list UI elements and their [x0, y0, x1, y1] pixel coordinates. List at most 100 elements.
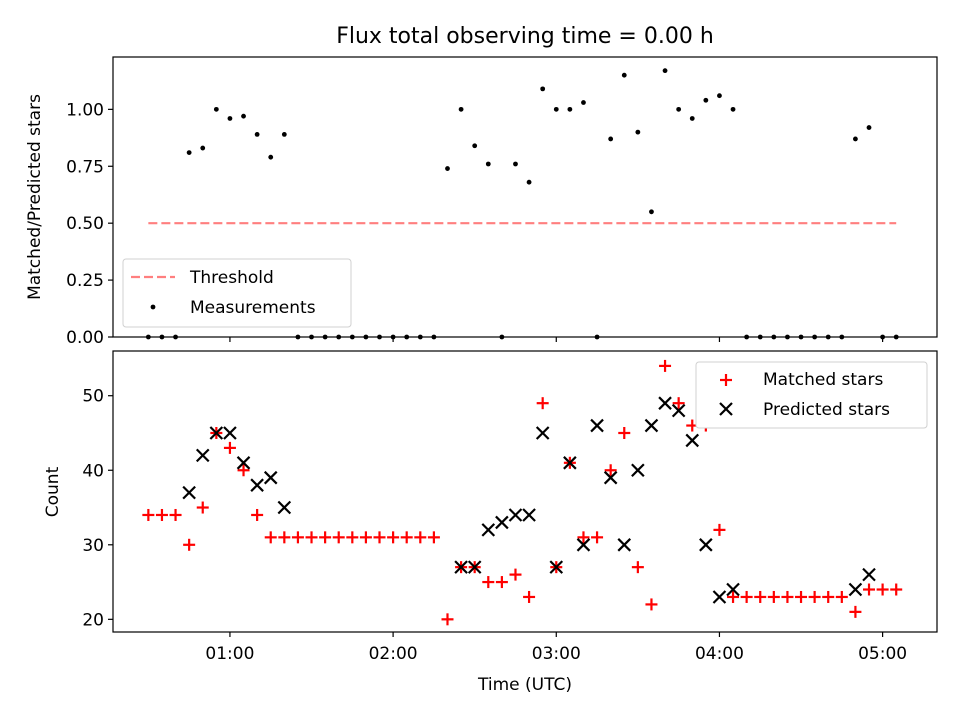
- predicted-star-point: [481, 523, 496, 537]
- predicted-star-point: [658, 396, 672, 410]
- measurement-point: [445, 166, 450, 171]
- bottom-x-tick-label: 04:00: [695, 644, 744, 664]
- measurement-point: [635, 129, 641, 135]
- predicted-star-point: [223, 426, 237, 440]
- matched-star-point: [890, 583, 903, 596]
- measurement-point: [703, 97, 709, 103]
- measurement-point: [581, 100, 586, 105]
- top-chart-title: Flux total observing time = 0.00 h: [336, 24, 714, 49]
- matched-star-point: [713, 523, 726, 536]
- matched-star-point: [849, 605, 862, 618]
- matched-star-point: [863, 583, 876, 596]
- measurement-point: [730, 106, 736, 112]
- bottom-x-tick-label: 03:00: [532, 644, 581, 664]
- bottom-legend: Matched stars Predicted stars: [695, 361, 928, 429]
- matched-star-point: [223, 441, 236, 454]
- matched-star-point: [536, 397, 549, 410]
- top-y-tick-label: 1.00: [66, 100, 104, 120]
- measurement-point: [485, 161, 491, 167]
- predicted-star-point: [277, 500, 292, 515]
- matched-star-point: [264, 531, 277, 544]
- top-panel: Flux total observing time = 0.00 h Match…: [25, 24, 938, 348]
- predicted-star-point: [522, 508, 536, 522]
- measurement-point: [513, 161, 518, 167]
- bottom-x-tick-label: 05:00: [858, 644, 907, 664]
- measurement-point: [567, 106, 573, 112]
- measurement-point: [186, 150, 192, 156]
- measurement-point: [254, 131, 260, 137]
- predicted-star-point: [250, 478, 264, 492]
- predicted-legend-marker: [719, 402, 733, 416]
- matched-star-point: [495, 576, 508, 589]
- top-y-axis-label: Matched/Predicted stars: [25, 94, 45, 300]
- matched-star-point: [740, 590, 753, 603]
- matched-star-point: [659, 359, 672, 372]
- top-plot-area: 0.00 0.25 0.50 0.75 1.00: [66, 68, 899, 348]
- matched-star-point: [441, 613, 454, 626]
- top-y-tick-label: 0.25: [66, 271, 104, 291]
- top-y-tick-label: 0.00: [66, 328, 104, 348]
- matched-star-point: [754, 590, 767, 603]
- predicted-star-point: [195, 448, 210, 463]
- predicted-star-point: [671, 403, 686, 418]
- threshold-legend-label: Threshold: [189, 268, 274, 288]
- measurement-point: [553, 106, 559, 112]
- measurement-point: [717, 93, 722, 99]
- predicted-star-point: [862, 567, 876, 582]
- measurement-point: [526, 179, 532, 185]
- matched-star-point: [346, 531, 359, 544]
- predicted-star-point: [454, 560, 468, 574]
- matched-star-point: [400, 531, 413, 544]
- matched-star-point: [183, 538, 196, 551]
- bottom-plot-area: 20 30 40 50 01:00 02:00 03:00 04:00 05:00: [82, 359, 907, 664]
- predicted-star-point: [563, 456, 577, 470]
- matched-star-point: [672, 397, 685, 410]
- predicted-star-point: [182, 485, 196, 500]
- top-legend: Threshold Measurements: [122, 258, 352, 328]
- matched-star-point: [359, 531, 372, 544]
- top-plot-frame: [112, 56, 938, 338]
- predicted-star-point: [617, 538, 632, 552]
- matched-star-point: [604, 464, 617, 477]
- matched-star-point: [332, 531, 345, 544]
- predicted-star-point: [263, 470, 278, 485]
- measurement-point: [200, 145, 206, 151]
- matched-star-point: [237, 464, 250, 477]
- matched-star-point: [373, 531, 386, 544]
- measurement-point: [676, 106, 682, 112]
- predicted-star-point: [603, 470, 618, 485]
- matched-star-point: [427, 531, 440, 544]
- matched-star-point: [577, 531, 590, 544]
- bottom-panel: Count Time (UTC) 20 30 40 50 01:00 02:00 03:00…: [43, 350, 938, 695]
- top-y-tick-label: 0.50: [66, 214, 104, 234]
- predicted-star-point: [236, 456, 251, 470]
- top-legend-box: [122, 258, 352, 328]
- predicted-star-point: [685, 433, 700, 448]
- bottom-plot-frame: [112, 350, 938, 633]
- predicted-star-point: [209, 426, 224, 440]
- matched-star-point: [727, 590, 740, 603]
- matched-legend-marker: [720, 374, 732, 386]
- predicted-star-point: [631, 463, 645, 478]
- measurement-point: [281, 131, 287, 137]
- measurement-point: [268, 154, 274, 160]
- matched-star-point: [414, 531, 427, 544]
- bottom-legend-box: [695, 361, 928, 429]
- matched-star-point: [618, 426, 631, 439]
- matched-star-point: [278, 531, 291, 544]
- bottom-y-tick-label: 30: [82, 536, 104, 556]
- matched-star-point: [196, 501, 209, 514]
- measurement-point: [621, 72, 627, 78]
- matched-star-point: [387, 531, 400, 544]
- matched-star-point: [509, 568, 522, 581]
- matched-star-point: [523, 590, 536, 603]
- matched-star-point: [795, 590, 808, 603]
- measurement-point: [540, 86, 546, 92]
- predicted-star-point: [848, 582, 863, 597]
- predicted-star-point: [726, 582, 740, 597]
- measurement-point: [689, 116, 695, 121]
- matched-star-point: [142, 508, 155, 521]
- predicted-star-point: [712, 590, 727, 604]
- predicted-star-point: [590, 418, 604, 433]
- bottom-x-tick-label: 02:00: [369, 644, 418, 664]
